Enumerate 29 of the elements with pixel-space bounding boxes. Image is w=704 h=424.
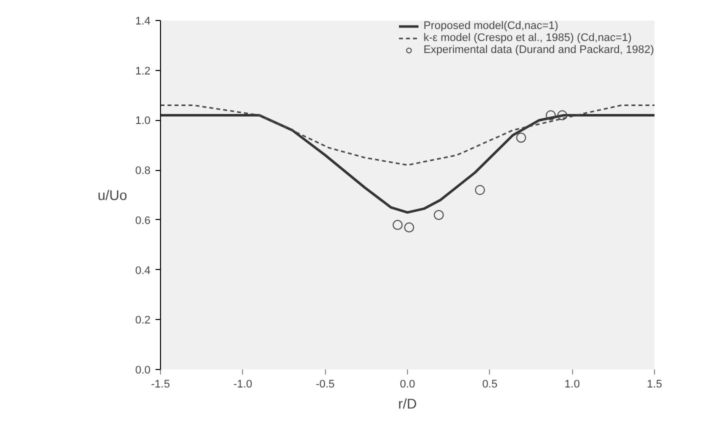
line-series xyxy=(160,114,654,214)
y-tick-label: 0.6 xyxy=(135,214,151,227)
point xyxy=(434,210,444,220)
x-tick-label: -1.5 xyxy=(151,378,170,390)
point xyxy=(546,110,556,120)
point xyxy=(516,132,526,143)
y-tick-label: 0.4 xyxy=(135,264,151,277)
x-tick-label: -1.0 xyxy=(233,378,252,390)
x-tick-label: 0.0 xyxy=(400,378,416,390)
line-series xyxy=(160,104,654,166)
point xyxy=(404,222,414,232)
y-tick-label: 0.0 xyxy=(135,364,151,376)
y-tick-label: 1.4 xyxy=(135,16,151,28)
y-tick-label: 1.2 xyxy=(135,65,151,78)
point xyxy=(474,185,485,196)
x-tick-label: 1.5 xyxy=(646,378,662,390)
y-axis-title: u/Uo xyxy=(98,187,128,203)
y-tick-label: 0.2 xyxy=(135,314,151,327)
legend-label: Experimental data (Durand and Packard, 1982) xyxy=(423,44,654,56)
x-tick-label: 0.5 xyxy=(482,378,498,390)
legend-label: Proposed model(Cd,nac=1) xyxy=(423,20,558,32)
y-tick-label: 1.0 xyxy=(135,115,151,128)
point xyxy=(557,110,568,120)
y-tick-label: 0.8 xyxy=(135,165,151,178)
x-tick-label: -0.5 xyxy=(316,378,335,390)
x-tick-label: 1.0 xyxy=(564,378,580,390)
legend-label: k-ε model (Crespo et al., 1985) (Cd,nac=1) xyxy=(423,32,632,44)
point xyxy=(392,220,403,230)
x-axis-title: r/D xyxy=(398,396,417,412)
